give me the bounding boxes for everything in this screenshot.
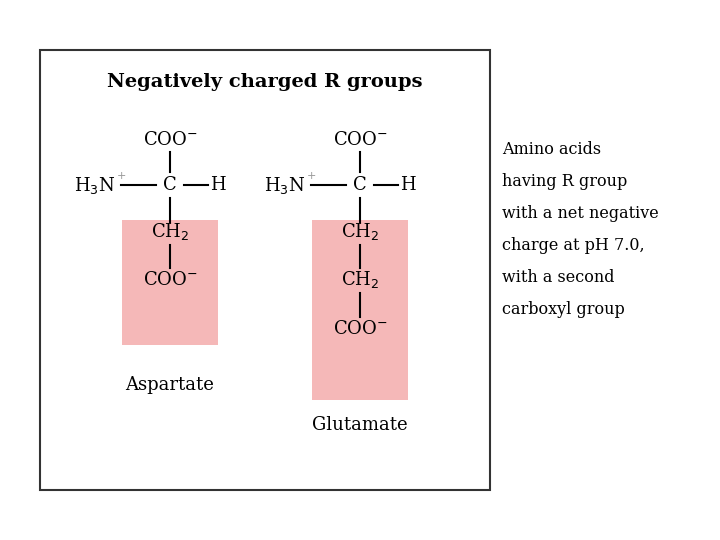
Text: having R group: having R group [502, 173, 627, 191]
Text: +: + [117, 171, 126, 181]
Text: H: H [400, 176, 416, 194]
Text: COO$^{-}$: COO$^{-}$ [333, 131, 387, 149]
Text: C: C [163, 176, 177, 194]
Bar [40, 50, 490, 490]
Text: CH$_2$: CH$_2$ [341, 269, 379, 291]
Text: C: C [353, 176, 367, 194]
Text: Negatively charged R groups: Negatively charged R groups [107, 73, 423, 91]
Text: H: H [210, 176, 226, 194]
Text: H$_3$N: H$_3$N [73, 174, 115, 195]
Text: COO$^{-}$: COO$^{-}$ [333, 320, 387, 338]
Text: +: + [306, 171, 315, 181]
Text: CH$_2$: CH$_2$ [150, 221, 189, 242]
Text: with a net negative: with a net negative [502, 206, 659, 222]
Text: charge at pH 7.0,: charge at pH 7.0, [502, 238, 644, 254]
Text: Aspartate: Aspartate [125, 376, 215, 394]
Text: Amino acids: Amino acids [502, 141, 601, 159]
Bar [312, 220, 408, 400]
Bar [122, 220, 218, 345]
Text: CH$_2$: CH$_2$ [341, 221, 379, 242]
Text: Glutamate: Glutamate [312, 416, 408, 434]
Text: carboxyl group: carboxyl group [502, 301, 625, 319]
Text: COO$^{-}$: COO$^{-}$ [143, 271, 197, 289]
Text: H$_3$N: H$_3$N [264, 174, 305, 195]
Text: COO$^{-}$: COO$^{-}$ [143, 131, 197, 149]
Text: with a second: with a second [502, 269, 614, 287]
